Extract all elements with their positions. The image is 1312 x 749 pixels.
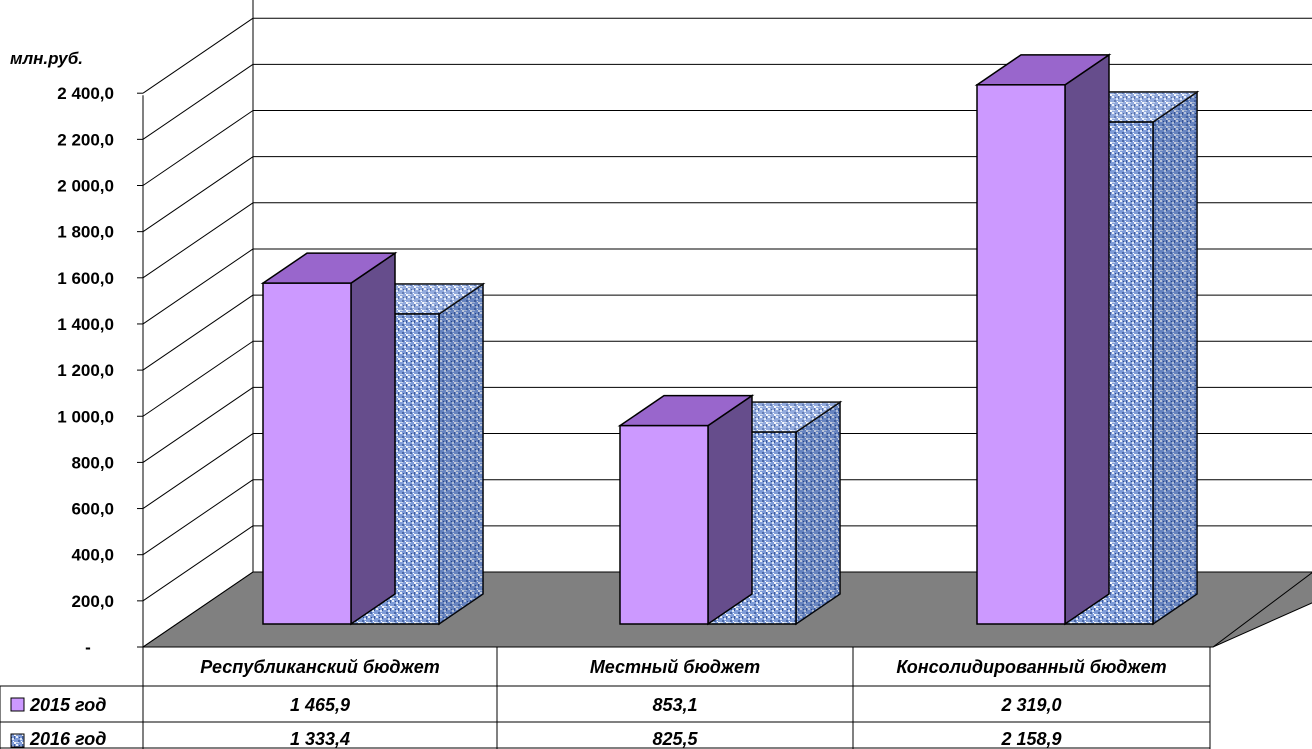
table-header-cell: Республиканский бюджет	[200, 657, 440, 677]
bar-2015-1	[617, 394, 755, 626]
legend-key	[10, 733, 25, 748]
table-header-cell: Местный бюджет	[590, 657, 760, 677]
legend-key	[10, 697, 25, 712]
gridline-diagonal	[142, 340, 254, 417]
y-tick-label: 1 000,0	[57, 407, 114, 426]
y-tick-label: 2 000,0	[57, 177, 114, 196]
y-tick-label: 2 400,0	[57, 84, 114, 103]
table-header-cell: Консолидированный бюджет	[896, 657, 1166, 677]
y-axis: - 200,0 400,0 600,0 800,0 1 000,0 1 200,0 1 400…	[57, 84, 143, 657]
bar-front	[976, 84, 1066, 625]
table-value-cell: 825,5	[652, 729, 698, 749]
legend-label: 2015 год	[29, 695, 106, 715]
bar-side	[707, 394, 753, 626]
bars	[260, 53, 1200, 626]
y-tick-label: 1 400,0	[57, 315, 114, 334]
bar-front	[262, 282, 352, 625]
table-value-cell: 2 158,9	[1000, 729, 1061, 749]
gridline-diagonal	[142, 156, 254, 233]
gridline-diagonal	[142, 571, 254, 648]
gridline-diagonal	[142, 479, 254, 556]
gridline-diagonal	[142, 63, 254, 140]
y-tick-label: 200,0	[71, 592, 114, 611]
gridline-diagonal	[142, 525, 254, 602]
bar-2015-0	[260, 251, 398, 626]
y-tick-label: 1 200,0	[57, 361, 114, 380]
gridline-diagonal	[142, 17, 254, 94]
y-tick-label: 1 600,0	[57, 269, 114, 288]
gridline-diagonal	[142, 248, 254, 325]
gridline-diagonal	[142, 294, 254, 371]
gridline-diagonal	[142, 386, 254, 463]
y-axis-unit-label: млн.руб.	[10, 49, 83, 68]
y-tick-label: 800,0	[71, 453, 114, 472]
y-tick-label: 2 200,0	[57, 130, 114, 149]
bar-side-shade	[439, 283, 483, 624]
bar-side-shade	[796, 402, 840, 624]
bar-front	[619, 424, 709, 625]
gridline-diagonal	[142, 202, 254, 279]
gridline-diagonal	[142, 433, 254, 509]
gridline-diagonal	[142, 110, 254, 186]
bar-2015-2	[974, 53, 1112, 626]
y-tick-label: 400,0	[71, 546, 114, 565]
y-tick-label: 600,0	[71, 500, 114, 519]
table-value-cell: 853,1	[652, 695, 697, 715]
y-tick-label: 1 800,0	[57, 223, 114, 242]
table-value-cell: 1 333,4	[290, 729, 350, 749]
bar-side	[350, 251, 396, 626]
bar-side	[1064, 53, 1110, 626]
table-value-cell: 2 319,0	[1000, 695, 1061, 715]
y-tick-label: -	[85, 638, 91, 657]
data-table: Республиканский бюджет Местный бюджет Конс…	[0, 646, 1211, 749]
table-value-cell: 1 465,9	[290, 695, 350, 715]
legend-label: 2016 год	[29, 729, 106, 749]
bar-side-shade	[1153, 92, 1197, 625]
